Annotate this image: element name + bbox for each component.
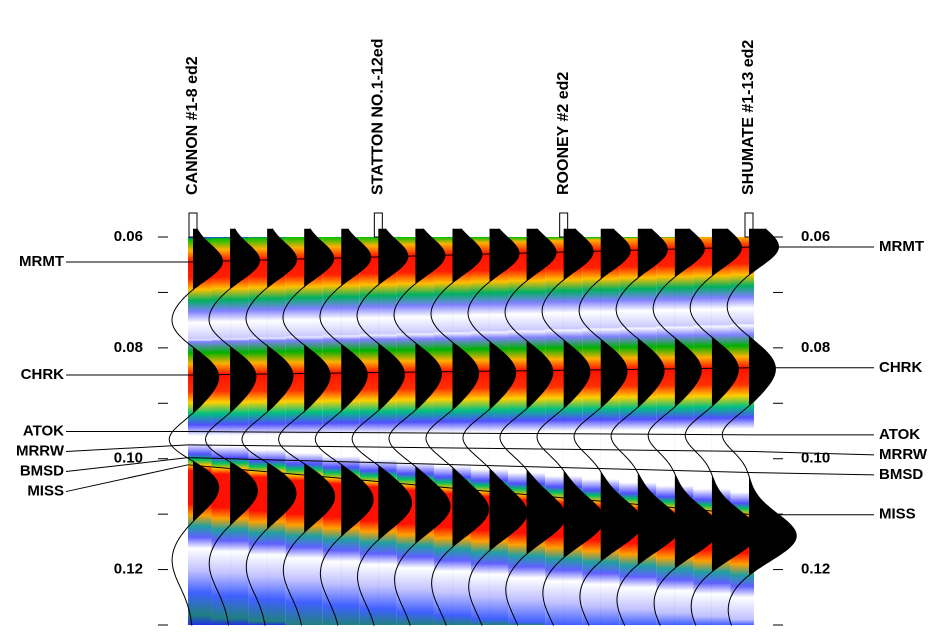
wiggle-fill	[600, 228, 643, 626]
y-tick-label: 0.06	[114, 228, 143, 245]
amplitude-column	[188, 237, 212, 625]
well-marker	[559, 212, 569, 238]
wiggle-trace	[462, 228, 528, 626]
horizon-label: ATOK	[23, 423, 64, 440]
y-tick-label: 0.08	[801, 339, 830, 356]
wiggle-fill	[304, 228, 335, 626]
wiggle-fill	[711, 228, 758, 626]
amplitude-column	[248, 237, 286, 625]
horizon-label: MRMT	[879, 238, 924, 255]
wiggle-trace	[351, 228, 413, 626]
wiggle-trace	[241, 228, 298, 626]
y-tick-label: 0.08	[114, 339, 143, 356]
wiggle-trace	[536, 228, 605, 626]
well-marker	[188, 212, 198, 238]
y-tick-label: 0.10	[114, 450, 143, 467]
amplitude-column	[285, 237, 323, 625]
wiggle-trace	[204, 228, 261, 626]
horizon-label: ATOK	[879, 426, 920, 443]
well-label: ROONEY #2 ed2	[555, 72, 572, 195]
wiggle-fill	[674, 228, 720, 626]
well-label: STATTON NO.1-12ed	[370, 39, 387, 195]
wiggle-trace	[425, 228, 490, 626]
y-tick-label: 0.12	[114, 561, 143, 578]
wiggle-fill	[267, 228, 297, 626]
y-tick-label: 0.10	[801, 450, 830, 467]
horizon-label: MRRW	[879, 446, 928, 463]
horizon	[187, 367, 755, 376]
horizon-label: MRRW	[16, 443, 65, 460]
horizon-label: MISS	[27, 483, 64, 500]
wiggle-trace	[610, 228, 682, 626]
well-label: SHUMATE #1-13 ed2	[740, 40, 757, 195]
wiggle-fill	[563, 228, 604, 626]
amplitude-column	[508, 237, 546, 625]
wiggle-trace	[684, 228, 759, 626]
well-marker	[373, 212, 383, 238]
wiggle-fill	[415, 228, 451, 626]
well-label: CANNON #1-8 ed2	[184, 56, 201, 195]
wiggle-fill	[341, 228, 374, 626]
horizon	[187, 246, 755, 263]
wiggle-fill	[526, 228, 566, 626]
wiggle-fill	[749, 228, 797, 626]
horizon-leader	[753, 451, 875, 456]
horizon-label: CHRK	[21, 366, 64, 383]
horizon	[187, 457, 755, 474]
wiggle-trace	[721, 228, 797, 626]
horizon-leader	[65, 464, 189, 493]
wiggle-fill	[637, 228, 681, 626]
wiggle-trace	[278, 228, 336, 626]
horizon	[187, 444, 755, 453]
wiggle-fill	[378, 228, 412, 626]
horizon-label: CHRK	[879, 359, 922, 376]
wiggle-trace	[647, 228, 720, 626]
wiggle-trace	[388, 228, 451, 626]
wiggle-trace	[314, 228, 374, 626]
horizon-label: MRMT	[19, 253, 64, 270]
horizon-leader	[65, 457, 189, 473]
amplitude-column	[396, 237, 434, 625]
horizon-label: BMSD	[20, 463, 64, 480]
y-tick-label: 0.12	[801, 561, 830, 578]
horizon-label: BMSD	[879, 466, 923, 483]
horizon-leader	[753, 472, 875, 476]
wiggle-trace	[168, 228, 224, 626]
wiggle-trace	[499, 228, 567, 626]
horizon-label: MISS	[879, 506, 916, 523]
y-tick-label: 0.06	[801, 228, 830, 245]
wiggle-trace	[573, 228, 643, 626]
well-marker	[744, 212, 754, 238]
wiggle-fill	[489, 228, 527, 626]
wiggle-fill	[452, 228, 489, 626]
horizon-leader	[65, 444, 189, 453]
horizon	[187, 464, 755, 516]
wiggle-fill	[230, 228, 260, 626]
horizon	[187, 431, 755, 436]
